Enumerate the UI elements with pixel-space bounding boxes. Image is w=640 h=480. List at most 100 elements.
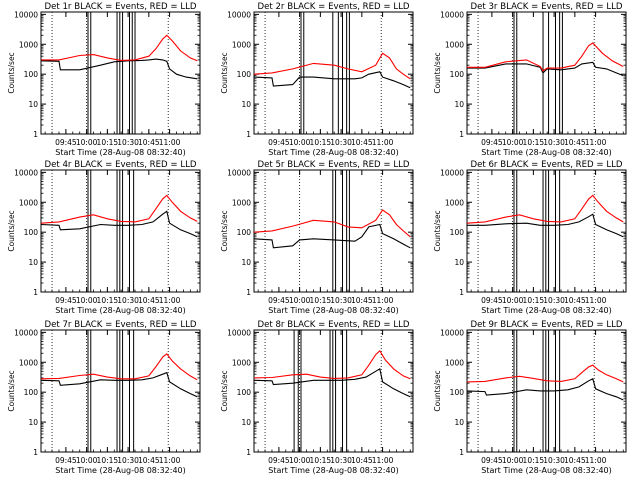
x-tick-label: 11:00 [372, 456, 394, 465]
series-line-lld [467, 42, 624, 72]
y-tick-label: 10000 [227, 328, 251, 337]
y-axis-title: Counts/sec [433, 52, 442, 93]
x-tick-label: 09:45 [55, 456, 77, 465]
plot-frame [253, 329, 414, 453]
y-tick-label: 100 [237, 388, 252, 397]
y-tick-label: 1000 [19, 198, 38, 207]
series-line-lld [253, 350, 411, 380]
series-line-lld [253, 52, 411, 80]
detector-panel-7: Det 7r BLACK = Events, RED = LLD 1 10 100 10… [7, 320, 201, 475]
x-tick-label: 10:00 [76, 296, 98, 305]
detector-panel-8: Det 8r BLACK = Events, RED = LLD 1 10 100 10… [220, 320, 414, 475]
plot-frame [466, 11, 627, 135]
panel-title: Det 3r BLACK = Events, RED = LLD [470, 2, 622, 12]
x-tick-label: 09:45 [481, 456, 503, 465]
x-tick-label: 10:00 [502, 456, 524, 465]
x-tick-label: 10:30 [117, 456, 139, 465]
x-axis-title: Start Time (28-Aug-08 08:32:40) [55, 306, 186, 315]
y-tick-label: 100 [24, 70, 39, 79]
y-tick-label: 10000 [14, 168, 38, 177]
y-tick-label: 10000 [440, 168, 464, 177]
series-line-events [40, 58, 198, 80]
y-tick-label: 10 [28, 100, 38, 109]
detector-panel-6: Det 6r BLACK = Events, RED = LLD 1 10 100 10… [433, 160, 627, 315]
x-tick-label: 10:30 [330, 138, 352, 147]
y-axis-title: Counts/sec [7, 210, 16, 251]
y-tick-label: 10 [454, 258, 464, 267]
x-axis-title: Start Time (28-Aug-08 08:32:40) [481, 148, 612, 157]
series-line-events [253, 71, 411, 89]
panel-title: Det 5r BLACK = Events, RED = LLD [257, 160, 409, 170]
x-tick-label: 11:00 [585, 138, 607, 147]
y-tick-label: 100 [450, 388, 465, 397]
x-tick-label: 10:15 [523, 296, 545, 305]
y-tick-label: 10000 [227, 10, 251, 19]
series-line-lld [466, 364, 624, 383]
y-tick-label: 1 [33, 288, 38, 297]
y-tick-label: 10 [241, 100, 251, 109]
detector-panel-2: Det 2r BLACK = Events, RED = LLD 1 10 100 10… [220, 2, 414, 157]
y-tick-label: 1 [246, 288, 251, 297]
x-axis-title: Start Time (28-Aug-08 08:32:40) [268, 148, 399, 157]
y-axis-title: Counts/sec [7, 52, 16, 93]
detector-panel-5: Det 5r BLACK = Events, RED = LLD 1 10 100 10… [220, 160, 414, 315]
x-tick-label: 10:45 [138, 456, 160, 465]
y-tick-label: 100 [24, 228, 39, 237]
y-tick-label: 10 [454, 418, 464, 427]
x-tick-label: 11:00 [159, 456, 181, 465]
series-line-events [40, 371, 198, 398]
plot-frame [253, 169, 414, 293]
y-tick-label: 10 [28, 418, 38, 427]
y-tick-label: 1000 [445, 198, 464, 207]
x-tick-label: 10:00 [289, 456, 311, 465]
x-axis-title: Start Time (28-Aug-08 08:32:40) [268, 466, 399, 475]
y-tick-label: 100 [450, 228, 465, 237]
x-tick-label: 09:45 [268, 296, 290, 305]
y-tick-label: 1000 [445, 40, 464, 49]
x-axis-title: Start Time (28-Aug-08 08:32:40) [55, 148, 186, 157]
detector-panel-3: Det 3r BLACK = Events, RED = LLD 1 10 100 10… [433, 2, 627, 157]
x-tick-label: 10:15 [310, 296, 332, 305]
x-tick-label: 10:30 [117, 138, 139, 147]
x-tick-label: 10:15 [97, 138, 119, 147]
x-tick-label: 09:45 [55, 296, 77, 305]
y-tick-label: 10 [454, 100, 464, 109]
y-tick-label: 10000 [440, 10, 464, 19]
y-tick-label: 1 [246, 130, 251, 139]
x-tick-label: 10:30 [543, 296, 565, 305]
x-tick-label: 10:45 [138, 296, 160, 305]
y-axis-title: Counts/sec [220, 52, 229, 93]
y-tick-label: 1000 [19, 40, 38, 49]
x-tick-label: 10:30 [117, 296, 139, 305]
series-line-events [253, 368, 411, 398]
series-line-lld [466, 194, 624, 224]
plot-frame [466, 169, 627, 293]
y-tick-label: 1 [246, 448, 251, 457]
y-tick-label: 1000 [232, 40, 251, 49]
x-tick-label: 11:00 [159, 138, 181, 147]
x-tick-label: 10:45 [351, 138, 373, 147]
series-line-lld [40, 194, 198, 224]
x-tick-label: 11:00 [585, 456, 607, 465]
y-tick-label: 100 [237, 70, 252, 79]
y-tick-label: 10 [28, 258, 38, 267]
y-tick-label: 1 [459, 448, 464, 457]
x-tick-label: 10:45 [564, 456, 586, 465]
x-tick-label: 10:15 [97, 296, 119, 305]
y-axis-title: Counts/sec [220, 210, 229, 251]
y-tick-label: 1000 [232, 198, 251, 207]
x-tick-label: 10:45 [564, 296, 586, 305]
x-tick-label: 09:45 [268, 456, 290, 465]
x-tick-label: 11:00 [372, 296, 394, 305]
plot-frame [253, 11, 414, 135]
x-tick-label: 09:45 [268, 138, 290, 147]
y-tick-label: 10 [241, 418, 251, 427]
y-axis-title: Counts/sec [433, 210, 442, 251]
y-tick-label: 1000 [19, 358, 38, 367]
y-axis-title: Counts/sec [7, 370, 16, 411]
series-line-events [253, 223, 411, 249]
x-tick-label: 11:00 [585, 296, 607, 305]
panel-title: Det 8r BLACK = Events, RED = LLD [257, 320, 409, 330]
y-tick-label: 1000 [232, 358, 251, 367]
panel-title: Det 1r BLACK = Events, RED = LLD [44, 2, 196, 12]
